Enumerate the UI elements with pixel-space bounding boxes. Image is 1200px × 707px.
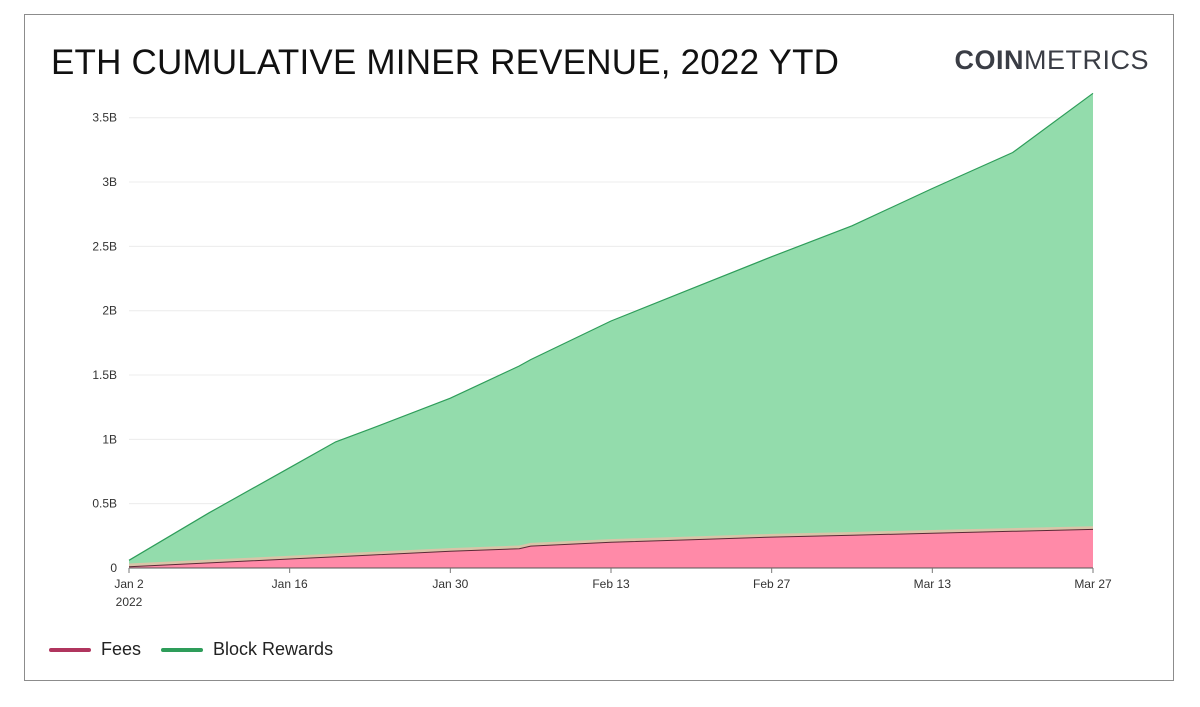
series-areas xyxy=(128,92,1094,569)
x-tick-label: Mar 13 xyxy=(914,577,952,591)
coinmetrics-logo: COINMETRICS xyxy=(955,45,1150,76)
y-tick-label: 2B xyxy=(102,304,117,318)
block-rewards-swatch xyxy=(161,647,204,652)
x-tick-label: Feb 13 xyxy=(592,577,630,591)
x-tick-label: Jan 30 xyxy=(432,577,468,591)
x-tick-label: Jan 16 xyxy=(272,577,308,591)
chart-frame: ETH CUMULATIVE MINER REVENUE, 2022 YTD C… xyxy=(24,14,1174,681)
x-tick-label: Feb 27 xyxy=(753,577,791,591)
block-rewards-area xyxy=(129,93,1093,569)
x-tick-sublabel: 2022 xyxy=(116,595,143,609)
y-tick-label: 1B xyxy=(102,432,117,446)
y-tick-label: 2.5B xyxy=(92,239,117,253)
fees-area xyxy=(129,529,1093,568)
x-tick-label: Mar 27 xyxy=(1074,577,1112,591)
logo-light-part: METRICS xyxy=(1024,45,1149,75)
fees-band xyxy=(129,526,1093,567)
y-tick-label: 3.5B xyxy=(92,111,117,125)
page-title: ETH CUMULATIVE MINER REVENUE, 2022 YTD xyxy=(51,43,840,82)
x-axis: Jan 2 2022 Jan 16 Jan 30 Feb 13 Feb 27 Mar 13 M… xyxy=(114,568,1112,609)
y-tick-label: 0 xyxy=(110,561,117,575)
y-axis: 0 0.5B 1B 1.5B 2B 2.5B 3B 3.5B xyxy=(92,111,117,575)
legend-label-block-rewards: Block Rewards xyxy=(213,639,334,659)
legend-item-fees[interactable]: Fees xyxy=(49,639,141,660)
legend-label-fees: Fees xyxy=(101,639,142,659)
fees-swatch xyxy=(49,647,91,652)
block-rewards-line xyxy=(128,92,1094,561)
logo-bold-part: COIN xyxy=(954,45,1024,75)
y-tick-label: 0.5B xyxy=(92,497,117,511)
x-tick-label: Jan 2 xyxy=(114,577,144,591)
y-tick-label: 3B xyxy=(102,175,117,189)
y-tick-label: 1.5B xyxy=(92,368,117,382)
legend: Fees Block Rewards xyxy=(49,639,353,660)
legend-item-block-rewards[interactable]: Block Rewards xyxy=(161,639,333,660)
fees-line xyxy=(128,528,1094,568)
